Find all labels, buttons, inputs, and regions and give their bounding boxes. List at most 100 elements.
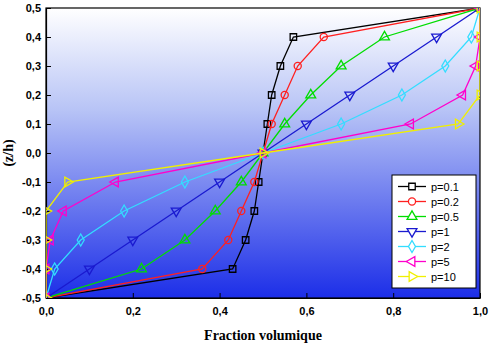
series-marker [137,263,147,272]
y-tick-mark [46,124,51,125]
series [46,8,480,298]
series-marker [281,91,288,98]
series-marker [477,61,480,71]
y-axis-title: (z/h) [1,139,17,167]
series-marker [306,89,316,98]
y-tick-label: 0,0 [26,147,41,159]
y-tick-mark [46,182,51,183]
legend-entry: p=5 [398,256,450,268]
y-tick-label: 0,4 [26,31,42,43]
legend-box [392,175,476,288]
series-marker [251,208,257,214]
legend: p=0.1p=0.2p=0.5p=1p=2p=5p=10 [392,175,476,288]
y-tick-mark [46,37,51,38]
legend-label: p=0.5 [431,211,459,223]
legend-entry: p=0.5 [398,211,459,223]
series-marker [277,63,283,69]
series-marker [457,90,466,100]
y-tick-label: -0,1 [22,176,41,188]
series [46,8,480,298]
series-line [46,8,480,298]
series [46,8,480,298]
series-marker [268,120,275,127]
plot-background [46,8,480,298]
legend-label: p=0.1 [431,181,459,193]
legend-label: p=5 [431,256,450,268]
y-tick-label: -0,4 [22,263,42,275]
legend-symbol [409,183,415,189]
y-tick: 0,3 [26,60,51,72]
series-marker [345,92,355,101]
legend-symbol [406,257,415,267]
series [46,8,480,298]
x-axis: 0,00,20,40,60,81,0 [39,293,488,317]
x-axis-title: Fraction volumique [204,328,322,343]
series-marker [84,266,94,275]
y-tick: -0,1 [22,176,51,188]
series-marker [477,32,480,42]
series [46,8,480,298]
x-tick: 0,4 [212,293,228,317]
series [46,8,480,298]
series-marker [65,177,74,187]
series-marker [110,177,119,187]
series-marker [210,205,220,214]
series-marker [215,179,225,188]
series-marker [380,31,390,40]
x-tick-mark [393,293,394,298]
y-tick-label: 0,3 [26,60,41,72]
y-tick: 0,0 [26,147,51,159]
series-marker [236,176,246,185]
y-tick-mark [46,66,51,67]
legend-symbol [407,211,417,220]
y-tick: 0,2 [26,89,51,101]
y-tick: 0,1 [26,118,51,130]
plot-area [46,8,480,298]
series-marker [46,264,52,274]
series-marker [46,206,52,216]
series-marker [238,207,245,214]
series-marker [58,206,67,216]
legend-symbol [407,229,417,238]
series-marker [320,33,327,40]
legend-symbol [409,240,416,252]
series-marker [432,34,442,43]
series-line [46,8,480,298]
legend-entry: p=10 [398,271,456,283]
y-tick: -0,4 [22,263,51,275]
series-marker [46,235,52,245]
y-tick-label: 0,1 [26,118,41,130]
series-marker [128,237,138,246]
series-marker [180,234,190,243]
x-tick: 0,6 [299,293,314,317]
y-tick-label: -0,5 [22,292,41,304]
legend-label: p=2 [431,241,450,253]
series-marker [260,148,269,158]
series-line [46,8,480,298]
series-marker [171,208,181,217]
x-tick-label: 0,4 [212,305,228,317]
series-marker [268,92,274,98]
y-tick: 0,4 [26,31,51,43]
x-tick-label: 0,2 [126,305,141,317]
legend-entry: p=0.2 [398,196,459,208]
x-tick-mark [133,293,134,298]
series-marker [338,118,345,130]
series-marker [477,8,480,13]
x-tick-label: 1,0 [473,305,488,317]
legend-entry: p=0.1 [398,181,459,193]
series-marker [225,236,232,243]
chart: 0,00,20,40,60,81,0-0,5-0,4-0,3-0,2-0,10,… [0,0,492,350]
x-tick-label: 0,8 [386,305,401,317]
series-line [46,8,480,298]
plot-frame [46,8,480,298]
series-marker [181,176,188,188]
legend-entry: p=2 [398,240,450,252]
legend-label: p=10 [431,271,456,283]
series-marker [294,62,301,69]
y-tick-label: 0,5 [26,2,41,14]
series-marker [336,60,346,69]
y-tick-mark [46,95,51,96]
series-line [46,8,480,298]
series [46,8,480,298]
